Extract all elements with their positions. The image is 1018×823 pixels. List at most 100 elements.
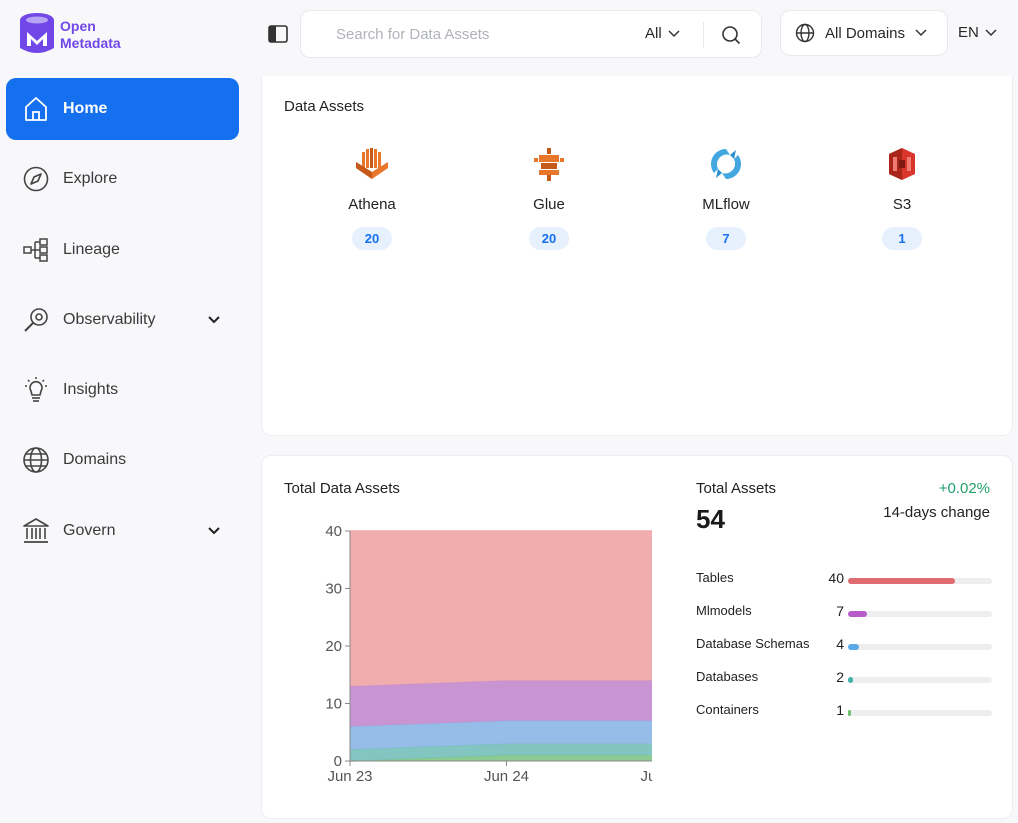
asset-name: Glue (533, 196, 565, 213)
change-period-label: 14-days change (883, 504, 990, 521)
x-tick-label: Jun 23 (327, 768, 372, 785)
x-tick-label: Jun 24 (484, 768, 529, 785)
total-assets-value: 54 (696, 504, 725, 534)
asset-count-badge: 20 (529, 227, 569, 250)
breakdown-bar-fill (848, 611, 867, 617)
breakdown-label: Tables (696, 570, 734, 585)
data-assets-title: Data Assets (284, 98, 365, 115)
search-input[interactable]: Search for Data Assets (336, 26, 490, 43)
breakdown-count: 2 (836, 669, 844, 685)
breakdown-row-tables: Tables 40 (696, 570, 992, 590)
breakdown-label: Containers (696, 702, 759, 717)
asset-athena[interactable]: Athena 20 (302, 146, 442, 250)
glue-icon (534, 148, 564, 181)
domain-selector[interactable]: All Domains (780, 10, 948, 56)
y-tick-label: 30 (325, 581, 342, 598)
breakdown-count: 40 (828, 570, 844, 586)
total-assets-label: Total Assets (696, 480, 777, 497)
area-series-database-schemas (350, 720, 652, 750)
data-assets-card: Data Assets Athena 20 Glue 20 (261, 76, 1013, 436)
total-assets-change: +0.02% (938, 480, 990, 497)
chevron-down-icon (208, 527, 220, 535)
breakdown-bar-track (848, 677, 992, 683)
search-icon[interactable] (721, 25, 741, 45)
total-data-assets-chart: 0 10 20 30 40 Jun 23 Jun 24 Jun 25 (325, 523, 652, 785)
logo-text: Open Metadata (60, 18, 121, 52)
asset-name: MLflow (702, 196, 750, 213)
logo-line-2: Metadata (60, 35, 121, 51)
asset-count-badge: 7 (706, 227, 746, 250)
asset-s3[interactable]: S3 1 (832, 146, 972, 250)
sidebar-item-label: Observability (63, 310, 156, 328)
area-series-tables (350, 531, 652, 687)
s3-icon (889, 148, 915, 180)
domain-selector-label: All Domains (825, 24, 906, 42)
y-tick-label: 40 (325, 523, 342, 540)
area-series-containers (350, 755, 652, 761)
mlflow-icon (711, 149, 741, 179)
asset-name: Athena (348, 196, 396, 213)
breakdown-bar-track (848, 578, 992, 584)
total-data-assets-title: Total Data Assets (284, 480, 400, 497)
area-series-mlmodels (350, 680, 652, 727)
chevron-down-icon (208, 316, 220, 324)
asset-count-badge: 20 (352, 227, 392, 250)
breakdown-bar-fill (848, 578, 955, 584)
breakdown-bar-track (848, 611, 992, 617)
breakdown-bar-fill (848, 677, 854, 683)
sidebar-item-label: Lineage (63, 240, 120, 258)
sidebar-item-label: Insights (63, 381, 119, 399)
lightbulb-icon (25, 377, 47, 402)
sidebar-item-home[interactable]: Home (6, 78, 239, 140)
sidebar-item-observability[interactable]: Observability (6, 289, 239, 351)
sidebar-item-domains[interactable]: Domains (6, 429, 239, 491)
sidebar-item-label: Home (63, 100, 108, 117)
language-label: EN (958, 24, 979, 41)
sidebar-toggle-icon[interactable] (268, 25, 288, 43)
bank-icon (23, 517, 49, 543)
search-bar: Search for Data Assets All (300, 10, 762, 58)
breakdown-bar-fill (848, 644, 859, 650)
chevron-down-icon (915, 29, 927, 37)
open-metadata-logo-icon (20, 13, 54, 53)
breakdown-bar-track (848, 644, 992, 650)
total-data-assets-card: Total Data Assets 0 10 20 30 40 Jun 23 Jun 24 J… (261, 455, 1013, 819)
lineage-icon (23, 237, 48, 262)
breakdown-label: Database Schemas (696, 636, 810, 651)
sidebar-item-label: Govern (63, 521, 116, 539)
breakdown-row-containers: Containers 1 (696, 702, 992, 722)
sidebar-item-explore[interactable]: Explore (6, 148, 239, 210)
athena-icon (356, 148, 388, 179)
sidebar-item-lineage[interactable]: Lineage (6, 219, 239, 281)
globe-icon (795, 23, 815, 43)
breakdown-row-mlmodels: Mlmodels 7 (696, 603, 992, 623)
logo-line-1: Open (60, 18, 96, 34)
breakdown-label: Databases (696, 669, 759, 684)
breakdown-row-database-schemas: Database Schemas 4 (696, 636, 992, 656)
open-metadata-logo[interactable]: Open Metadata (18, 12, 148, 58)
search-filter-dropdown[interactable]: All (645, 25, 680, 42)
breakdown-bar-fill (848, 710, 851, 716)
asset-name: S3 (892, 196, 912, 213)
y-tick-label: 10 (325, 696, 342, 713)
asset-mlflow[interactable]: MLflow 7 (656, 146, 796, 250)
y-tick-label: 0 (334, 753, 342, 770)
language-selector[interactable]: EN (958, 24, 997, 41)
area-series-databases (350, 743, 652, 761)
sidebar-item-insights[interactable]: Insights (6, 359, 239, 421)
y-tick-label: 20 (325, 638, 342, 655)
asset-count-badge: 1 (882, 227, 922, 250)
sidebar-item-govern[interactable]: Govern (6, 500, 239, 562)
asset-glue[interactable]: Glue 20 (479, 146, 619, 250)
search-filter-label: All (645, 25, 662, 42)
breakdown-count: 4 (836, 636, 844, 652)
sidebar-item-label: Domains (63, 451, 127, 469)
search-divider (703, 22, 704, 48)
breakdown-bar-track (848, 710, 992, 716)
x-tick-label: Jun 25 (640, 768, 652, 785)
sidebar-nav: Home Explore Lineage Observability (6, 78, 239, 570)
observability-icon (24, 308, 48, 332)
sidebar-item-label: Explore (63, 170, 118, 188)
breakdown-row-databases: Databases 2 (696, 669, 992, 689)
chevron-down-icon (985, 28, 997, 36)
